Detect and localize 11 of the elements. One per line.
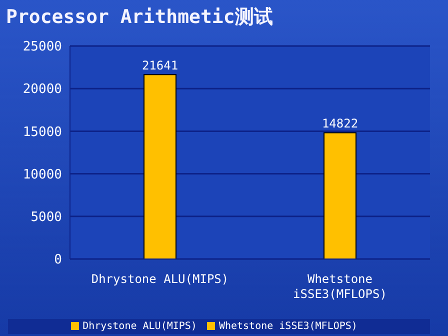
legend-label: Whetstone iSSE3(MFLOPS) [218, 321, 358, 332]
data-label: 14822 [322, 116, 358, 131]
y-tick-label: 5000 [30, 210, 62, 226]
y-tick-label: 0 [54, 252, 62, 268]
data-label: 21641 [142, 58, 178, 73]
y-tick-label: 20000 [22, 82, 62, 98]
y-tick-label: 25000 [22, 40, 62, 55]
legend-label: Dhrystone ALU(MIPS) [82, 321, 197, 332]
chart-title: Processor Arithmetic测试 [6, 5, 273, 30]
y-tick-label: 15000 [22, 124, 62, 140]
y-tick-label: 10000 [22, 167, 62, 182]
